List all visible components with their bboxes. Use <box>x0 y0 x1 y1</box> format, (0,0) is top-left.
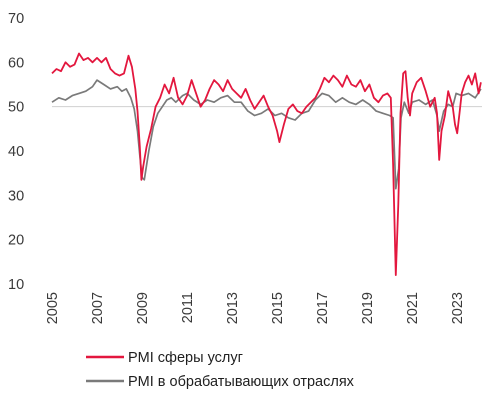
legend: PMI сферы услуг PMI в обрабатывающих отр… <box>86 350 355 390</box>
x-tick-label: 2005 <box>45 292 61 324</box>
legend-label-manufacturing: PMI в обрабатывающих отраслях <box>128 374 355 390</box>
y-tick-label: 30 <box>8 188 24 204</box>
series-line-services <box>51 52 482 276</box>
y-tick-label: 10 <box>8 277 24 293</box>
series-layer <box>51 52 482 276</box>
x-tick-label: 2013 <box>225 292 241 324</box>
x-tick-label: 2009 <box>135 292 151 324</box>
x-tick-label: 2011 <box>180 292 196 323</box>
series-line-manufacturing <box>51 79 482 190</box>
x-tick-label: 2023 <box>450 292 466 324</box>
y-tick-label: 40 <box>8 144 24 160</box>
x-tick-label: 2007 <box>90 292 106 324</box>
x-tick-label: 2019 <box>360 292 376 324</box>
y-tick-label: 70 <box>8 11 24 27</box>
y-tick-label: 20 <box>8 233 24 249</box>
x-tick-label: 2015 <box>270 292 286 324</box>
x-tick-label: 2021 <box>405 292 421 324</box>
y-tick-label: 60 <box>8 55 24 71</box>
y-tick-label: 50 <box>8 100 24 116</box>
x-tick-label: 2017 <box>315 292 331 324</box>
x-axis-tick-labels: 2005 2007 2009 2011 2013 2015 2017 2019 2021 2023 <box>45 292 466 324</box>
y-axis-tick-labels: 10 20 30 40 50 60 70 <box>8 11 24 293</box>
legend-label-services: PMI сферы услуг <box>128 350 243 366</box>
